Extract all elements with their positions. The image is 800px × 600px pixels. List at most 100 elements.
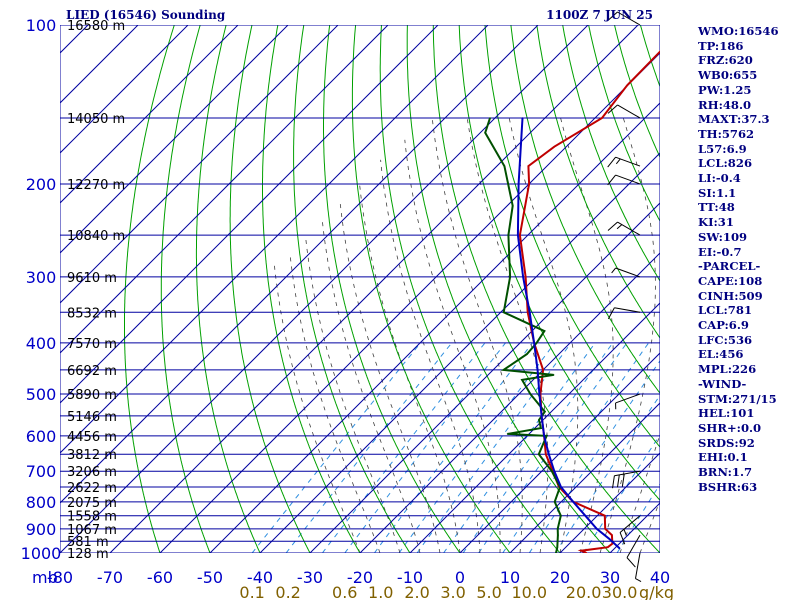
dewpoint-point <box>557 534 559 536</box>
parcel-point <box>560 486 562 488</box>
dewpoint-point <box>538 419 540 421</box>
dewpoint-point <box>502 311 505 314</box>
height-label: 5146 m <box>67 410 117 425</box>
height-label: 3812 m <box>67 448 117 463</box>
mixing-ratio-line <box>251 342 421 553</box>
mixing-ratio-line <box>398 342 556 553</box>
index-item: TT:48 <box>698 200 735 215</box>
wind-barb-flag <box>607 11 618 21</box>
mixing-ratio-tick-label: 20.0 <box>566 583 602 600</box>
wind-barb-flag <box>619 532 626 545</box>
wind-barb-shaft <box>634 552 641 579</box>
temperature-point <box>604 514 606 517</box>
temperature-point <box>664 46 666 48</box>
moist-adiabat <box>321 220 421 553</box>
temperature-tick-label: 30 <box>600 568 620 587</box>
wind-barb-half-flag <box>615 158 621 165</box>
moist-adiabat <box>508 117 579 553</box>
dewpoint-point <box>556 528 559 530</box>
temperature-tick-label: -60 <box>147 568 173 587</box>
index-item: FRZ:620 <box>698 53 753 68</box>
wind-barb-shaft <box>626 534 641 558</box>
dewpoint-point <box>507 234 510 236</box>
temperature-tick-label: 10 <box>500 568 520 587</box>
pressure-tick-label: 700 <box>26 462 57 481</box>
height-label: 6692 m <box>67 364 117 379</box>
temperature-point <box>585 552 588 553</box>
wind-barb <box>607 104 641 119</box>
index-item: SHR+:0.0 <box>698 420 762 435</box>
temperature-point <box>580 549 583 552</box>
parcel-profile <box>516 117 621 550</box>
temperature-point <box>542 369 544 371</box>
isotherm <box>60 25 439 404</box>
mixing-ratio-tick-label: 10.0 <box>511 583 547 600</box>
parcel-point <box>543 435 545 437</box>
isotherm <box>409 302 660 553</box>
parcel-point <box>584 514 587 517</box>
dry-adiabat <box>379 25 561 553</box>
index-item: EI:-0.7 <box>698 244 742 259</box>
temperature-point <box>611 534 613 536</box>
pressure-tick-label: 100 <box>26 16 57 35</box>
index-item: LCL:781 <box>698 303 753 318</box>
dewpoint-point <box>553 501 556 503</box>
index-item: PW:1.25 <box>698 82 752 97</box>
wind-barb-shaft <box>619 515 641 533</box>
wind-barb-shaft <box>617 221 641 236</box>
dewpoint-point <box>544 410 546 413</box>
height-label: 12270 m <box>67 178 125 193</box>
height-label: 7570 m <box>67 337 117 352</box>
height-label: 5890 m <box>67 388 117 403</box>
index-item: LI:-0.4 <box>698 171 741 186</box>
index-item: SI:1.1 <box>698 185 737 200</box>
index-item: EL:456 <box>698 347 744 362</box>
index-item: BSHR:63 <box>698 479 758 494</box>
parcel-point <box>618 547 621 550</box>
parcel-point <box>517 183 520 185</box>
moist-adiabat <box>599 117 656 553</box>
moist-adiabat <box>466 117 549 553</box>
parcel-point <box>608 538 610 540</box>
isotherm <box>359 252 660 553</box>
index-item: HEL:101 <box>698 406 755 421</box>
index-item: MPL:226 <box>698 362 757 377</box>
dewpoint-point <box>545 435 548 437</box>
wind-barb-flag <box>607 104 618 114</box>
pressure-tick-label: 1000 <box>21 544 62 563</box>
wind-barb <box>612 470 641 489</box>
wind-barb <box>619 515 641 545</box>
temperature-point <box>686 24 688 26</box>
parcel-point <box>538 393 541 395</box>
isotherm <box>109 25 639 553</box>
dry-adiabat <box>293 25 411 553</box>
index-item: L57:6.9 <box>698 141 747 156</box>
index-item: WMO:16546 <box>698 24 779 38</box>
height-label: 3206 m <box>67 465 117 480</box>
dewpoint-point <box>538 453 540 456</box>
height-label: 8532 m <box>67 306 117 321</box>
parcel-point <box>533 342 535 344</box>
moist-adiabat <box>339 200 441 553</box>
index-item: SW:109 <box>698 229 748 244</box>
wind-barb-flag <box>607 307 615 320</box>
mixing-ratio-tick-label: 1.0 <box>368 583 393 600</box>
index-item: CAPE:108 <box>698 273 763 288</box>
temperature-tick-label: -80 <box>47 568 73 587</box>
wind-barb-shaft <box>614 307 641 313</box>
parcel-point <box>517 234 519 236</box>
moist-adiabat <box>289 252 381 553</box>
isotherm <box>60 25 489 454</box>
mixing-ratio-tick-label: 2.0 <box>404 583 429 600</box>
moist-adiabat <box>274 265 361 553</box>
temperature-tick-label: -30 <box>297 568 323 587</box>
mixing-ratio-tick-label: 0.2 <box>275 583 300 600</box>
wind-barb <box>607 307 641 320</box>
dewpoint-point <box>535 342 538 344</box>
temperature-point <box>626 84 629 86</box>
temperature-tick-label: 20 <box>550 568 570 587</box>
index-item: CAP:6.9 <box>698 318 749 333</box>
isotherm <box>60 25 289 254</box>
pressure-tick-label: 800 <box>26 493 57 512</box>
pressure-tick-label: 400 <box>26 334 57 353</box>
